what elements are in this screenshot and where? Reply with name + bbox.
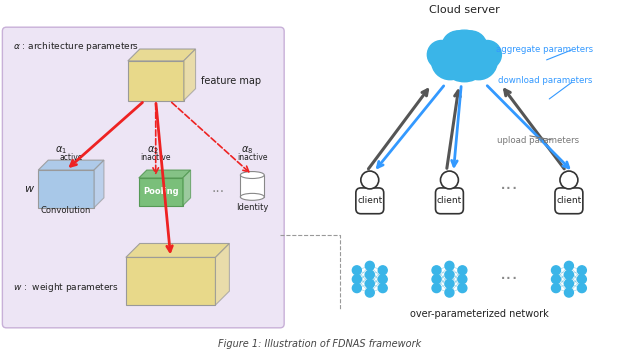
Circle shape <box>458 266 467 275</box>
Circle shape <box>361 171 379 189</box>
Polygon shape <box>139 178 182 206</box>
Circle shape <box>365 261 374 270</box>
Polygon shape <box>126 244 229 257</box>
Ellipse shape <box>241 172 264 178</box>
Circle shape <box>428 41 456 69</box>
Circle shape <box>564 279 573 288</box>
FancyBboxPatch shape <box>3 27 284 328</box>
Circle shape <box>353 284 362 293</box>
Polygon shape <box>216 244 229 305</box>
Circle shape <box>577 266 586 275</box>
Circle shape <box>438 30 490 82</box>
Polygon shape <box>184 49 196 101</box>
Text: ···: ··· <box>500 270 518 289</box>
Text: $\alpha$ : architecture parameters: $\alpha$ : architecture parameters <box>13 40 140 53</box>
Polygon shape <box>38 160 104 170</box>
Circle shape <box>552 284 561 293</box>
FancyBboxPatch shape <box>356 188 384 214</box>
Circle shape <box>432 266 441 275</box>
Text: inactive: inactive <box>237 153 268 162</box>
Circle shape <box>552 275 561 284</box>
Circle shape <box>353 275 362 284</box>
Text: client: client <box>556 196 582 205</box>
Circle shape <box>440 171 458 189</box>
Polygon shape <box>128 49 196 61</box>
Circle shape <box>460 43 497 80</box>
Circle shape <box>458 284 467 293</box>
Circle shape <box>365 270 374 279</box>
Text: ···: ··· <box>500 180 518 199</box>
Ellipse shape <box>241 193 264 200</box>
Circle shape <box>432 284 441 293</box>
Text: Figure 1: Illustration of FDNAS framework: Figure 1: Illustration of FDNAS framewor… <box>218 339 422 349</box>
Text: inactive: inactive <box>140 153 171 162</box>
Circle shape <box>378 275 387 284</box>
Text: download parameters: download parameters <box>499 76 593 85</box>
Text: $w$ :  weight parameters: $w$ : weight parameters <box>13 281 119 294</box>
Polygon shape <box>182 170 191 206</box>
Circle shape <box>378 266 387 275</box>
Polygon shape <box>128 61 184 101</box>
Circle shape <box>442 31 474 63</box>
FancyBboxPatch shape <box>555 188 583 214</box>
Polygon shape <box>38 170 94 208</box>
Text: $\alpha_8$: $\alpha_8$ <box>241 144 253 156</box>
Circle shape <box>431 43 468 80</box>
Circle shape <box>564 288 573 297</box>
Text: Identity: Identity <box>236 203 269 212</box>
Text: upload parameters: upload parameters <box>497 136 579 145</box>
Circle shape <box>432 275 441 284</box>
Text: $\alpha_1$: $\alpha_1$ <box>55 144 67 156</box>
Circle shape <box>445 261 454 270</box>
Circle shape <box>378 284 387 293</box>
Circle shape <box>365 279 374 288</box>
Text: feature map: feature map <box>200 76 260 86</box>
Circle shape <box>577 275 586 284</box>
Polygon shape <box>241 175 264 197</box>
Text: client: client <box>357 196 383 205</box>
Text: Pooling: Pooling <box>143 187 179 197</box>
Polygon shape <box>139 170 191 178</box>
Text: ···: ··· <box>212 185 225 199</box>
Circle shape <box>577 284 586 293</box>
Text: aggregate parameters: aggregate parameters <box>496 44 593 53</box>
Circle shape <box>564 270 573 279</box>
Circle shape <box>365 288 374 297</box>
Circle shape <box>445 279 454 288</box>
Text: Cloud server: Cloud server <box>429 5 500 15</box>
Circle shape <box>552 266 561 275</box>
Text: $w$: $w$ <box>24 184 35 194</box>
Circle shape <box>353 266 362 275</box>
Polygon shape <box>94 160 104 208</box>
Circle shape <box>455 31 487 63</box>
Circle shape <box>445 270 454 279</box>
Text: Convolution: Convolution <box>41 206 92 215</box>
Circle shape <box>564 261 573 270</box>
Text: over-parameterized network: over-parameterized network <box>410 309 548 319</box>
Text: $\alpha_2$: $\alpha_2$ <box>147 144 159 156</box>
FancyBboxPatch shape <box>435 188 463 214</box>
Circle shape <box>473 41 501 69</box>
Polygon shape <box>126 257 216 305</box>
Circle shape <box>458 275 467 284</box>
Circle shape <box>560 171 578 189</box>
Text: active: active <box>60 153 83 162</box>
Circle shape <box>445 288 454 297</box>
Text: client: client <box>437 196 462 205</box>
